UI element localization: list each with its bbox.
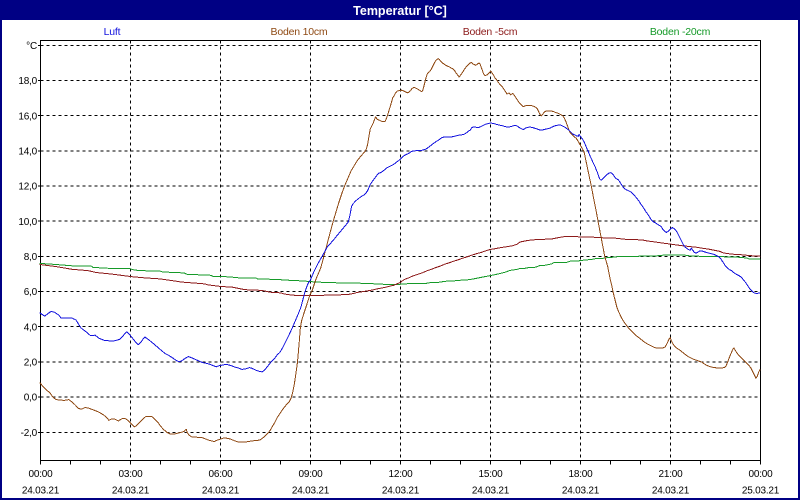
svg-text:00:00: 00:00 [748, 469, 773, 480]
svg-text:18:00: 18:00 [568, 469, 593, 480]
svg-text:°C: °C [26, 41, 37, 52]
svg-text:0,0: 0,0 [24, 393, 38, 404]
svg-text:Boden 10cm: Boden 10cm [271, 26, 328, 38]
svg-text:24.03.21: 24.03.21 [652, 486, 690, 497]
svg-text:Temperatur [°C]: Temperatur [°C] [353, 4, 447, 18]
svg-text:15:00: 15:00 [478, 469, 503, 480]
svg-text:25.03.21: 25.03.21 [742, 486, 780, 497]
svg-text:4,0: 4,0 [24, 322, 38, 333]
svg-text:18,0: 18,0 [18, 76, 37, 87]
svg-text:00:00: 00:00 [28, 469, 53, 480]
svg-text:14,0: 14,0 [18, 146, 37, 157]
svg-text:Boden -5cm: Boden -5cm [463, 26, 518, 38]
svg-text:-2,0: -2,0 [21, 428, 38, 439]
svg-text:24.03.21: 24.03.21 [382, 486, 420, 497]
svg-text:24.03.21: 24.03.21 [112, 486, 150, 497]
svg-text:Boden -20cm: Boden -20cm [650, 26, 711, 38]
svg-text:24.03.21: 24.03.21 [22, 486, 60, 497]
svg-text:24.03.21: 24.03.21 [562, 486, 600, 497]
svg-text:24.03.21: 24.03.21 [472, 486, 510, 497]
svg-text:24.03.21: 24.03.21 [202, 486, 240, 497]
svg-text:21:00: 21:00 [658, 469, 683, 480]
svg-text:6,0: 6,0 [24, 287, 38, 298]
svg-text:03:00: 03:00 [118, 469, 143, 480]
svg-text:24.03.21: 24.03.21 [292, 486, 330, 497]
svg-text:12,0: 12,0 [18, 182, 37, 193]
svg-text:2,0: 2,0 [24, 358, 38, 369]
svg-text:09:00: 09:00 [298, 469, 323, 480]
svg-text:06:00: 06:00 [208, 469, 233, 480]
svg-text:12:00: 12:00 [388, 469, 413, 480]
svg-text:Luft: Luft [104, 26, 121, 38]
svg-text:16,0: 16,0 [18, 111, 37, 122]
svg-text:8,0: 8,0 [24, 252, 38, 263]
svg-text:10,0: 10,0 [18, 217, 37, 228]
